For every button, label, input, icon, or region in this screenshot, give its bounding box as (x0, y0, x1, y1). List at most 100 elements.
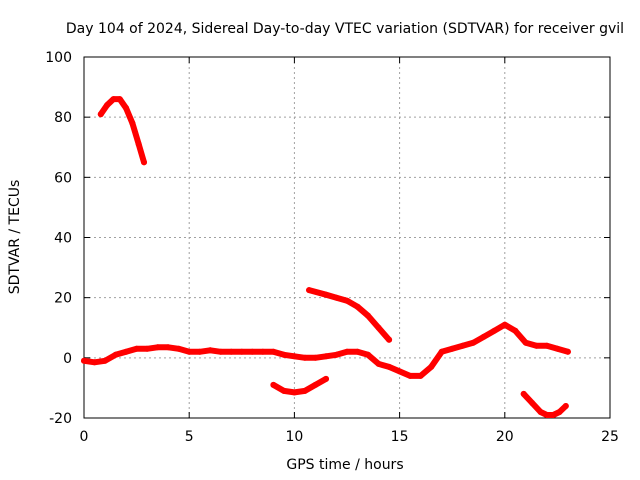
data-point (354, 303, 361, 310)
data-point (81, 357, 87, 364)
data-point (186, 348, 193, 355)
data-point (417, 372, 424, 379)
data-point (175, 345, 182, 352)
series-pass-1 (97, 96, 147, 166)
data-point (537, 409, 544, 415)
data-point (449, 345, 456, 352)
data-point (543, 342, 550, 349)
data-point (270, 381, 277, 388)
data-point (354, 348, 361, 355)
y-tick-label: 40 (54, 231, 72, 247)
data-point (207, 347, 214, 354)
data-point (110, 96, 117, 103)
data-series (81, 96, 571, 418)
data-point (491, 327, 498, 334)
series-pass-4 (306, 287, 393, 343)
plot-frame (83, 56, 611, 419)
data-point (280, 387, 287, 394)
data-point (512, 327, 519, 334)
data-point (375, 324, 382, 331)
x-tick-label: 0 (80, 429, 89, 445)
data-point (333, 351, 340, 358)
data-point (301, 387, 308, 394)
data-point (91, 359, 98, 366)
data-point (228, 348, 235, 355)
y-axis: 100 80 60 40 20 0 -20 (45, 50, 610, 427)
data-point (291, 353, 298, 360)
series-pass-5 (520, 390, 569, 418)
x-tick-label: 25 (601, 429, 619, 445)
data-point (550, 412, 557, 418)
data-point (480, 333, 487, 340)
y-tick-label: 0 (63, 351, 72, 367)
data-point (102, 357, 108, 364)
data-point (249, 348, 256, 355)
data-point (112, 351, 119, 358)
data-point (217, 348, 224, 355)
data-point (323, 353, 329, 360)
data-point (562, 403, 569, 409)
data-point (396, 368, 403, 375)
y-tick-label: 20 (54, 291, 72, 307)
data-point (135, 141, 142, 148)
data-point (291, 389, 298, 396)
grid-lines (84, 57, 610, 418)
data-point (428, 363, 435, 370)
chart-title: Day 104 of 2024, Sidereal Day-to-day VTE… (66, 21, 624, 37)
data-point (386, 363, 393, 370)
data-point (375, 360, 382, 367)
data-point (365, 312, 371, 319)
data-point (97, 111, 104, 118)
y-tick-label: 80 (54, 110, 72, 126)
data-point (123, 348, 130, 355)
data-point (133, 345, 140, 352)
data-point (533, 342, 540, 349)
x-axis: 0 5 10 15 20 25 (80, 57, 619, 445)
data-point (323, 375, 329, 382)
data-point (123, 105, 130, 112)
data-point (144, 345, 151, 352)
data-point (238, 348, 245, 355)
series-pass-3 (270, 375, 329, 396)
data-point (301, 354, 308, 361)
data-point (543, 412, 550, 418)
data-point (323, 291, 329, 298)
data-point (386, 336, 393, 343)
x-axis-label: GPS time / hours (286, 457, 403, 473)
data-point (306, 287, 313, 294)
data-point (154, 344, 161, 351)
x-tick-label: 5 (185, 429, 194, 445)
y-axis-label: SDTVAR / TECUs (7, 180, 23, 295)
data-point (438, 348, 445, 355)
data-point (165, 344, 172, 351)
data-point (259, 348, 266, 355)
data-point (116, 96, 123, 103)
y-tick-label: 100 (45, 50, 72, 66)
x-tick-label: 10 (285, 429, 303, 445)
x-tick-label: 15 (391, 429, 409, 445)
series-pass-2 (81, 321, 571, 379)
data-point (141, 159, 147, 166)
data-point (280, 351, 287, 358)
data-point (554, 345, 561, 352)
data-point (501, 321, 508, 328)
data-point (312, 354, 319, 361)
data-point (470, 339, 477, 346)
data-point (312, 381, 319, 388)
data-point (104, 102, 111, 109)
data-point (459, 342, 466, 349)
data-point (520, 390, 527, 397)
data-point (407, 372, 414, 379)
y-tick-label: -20 (49, 411, 72, 427)
data-point (344, 348, 350, 355)
data-point (333, 294, 340, 301)
data-point (564, 348, 571, 355)
x-tick-label: 20 (496, 429, 514, 445)
data-point (270, 348, 277, 355)
data-point (529, 400, 536, 406)
data-point (556, 409, 563, 415)
data-point (344, 297, 350, 304)
data-point (196, 348, 203, 355)
data-point (129, 120, 136, 127)
